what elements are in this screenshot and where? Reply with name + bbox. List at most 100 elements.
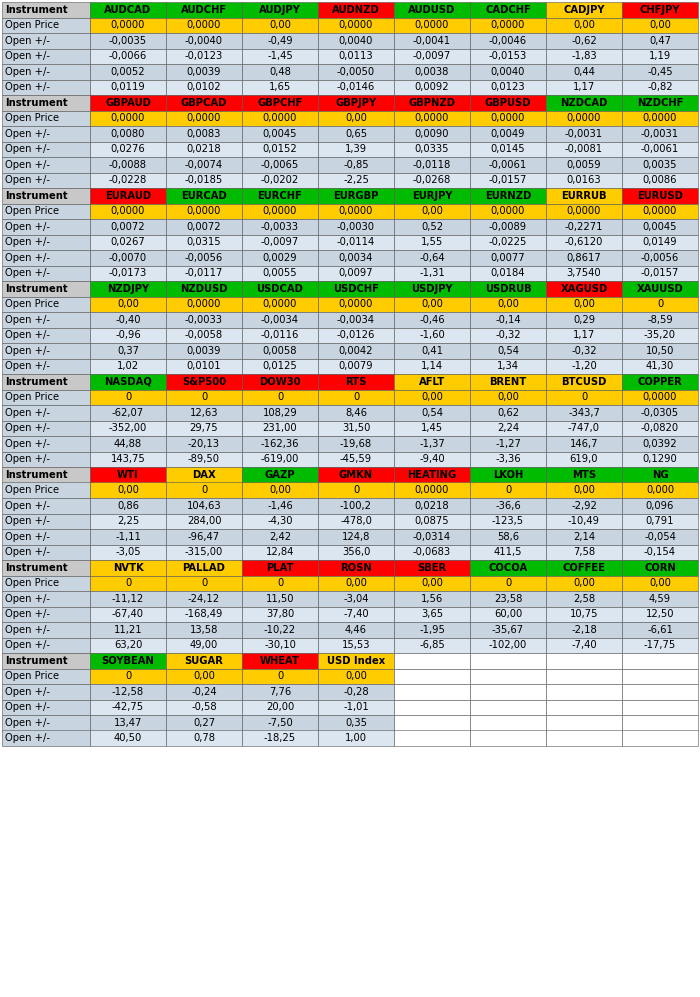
Text: -17,75: -17,75	[644, 640, 676, 650]
Text: 2,24: 2,24	[497, 424, 519, 434]
Bar	[90, 452, 166, 467]
Bar	[470, 544, 546, 560]
Bar	[90, 33, 166, 49]
Text: 29,75: 29,75	[190, 424, 218, 434]
Bar	[2, 157, 90, 172]
Text: BTCUSD: BTCUSD	[561, 377, 607, 387]
Text: 1,02: 1,02	[117, 361, 139, 371]
Bar	[470, 296, 546, 312]
Bar	[90, 142, 166, 157]
Bar	[90, 715, 166, 731]
Bar	[90, 296, 166, 312]
Bar	[470, 111, 546, 126]
Text: 49,00: 49,00	[190, 640, 218, 650]
Text: -0,28: -0,28	[343, 687, 369, 697]
Text: 0,0163: 0,0163	[567, 175, 601, 185]
Bar	[318, 669, 394, 684]
Text: -0,0035: -0,0035	[109, 36, 147, 46]
Text: -0,0046: -0,0046	[489, 36, 527, 46]
Bar	[470, 513, 546, 529]
Text: -42,75: -42,75	[112, 702, 144, 712]
Text: 0,0072: 0,0072	[187, 221, 221, 231]
Bar	[394, 421, 470, 436]
Bar	[546, 591, 622, 606]
Bar	[470, 343, 546, 359]
Bar	[470, 312, 546, 327]
Bar	[546, 126, 622, 142]
Text: SOYBEAN: SOYBEAN	[102, 656, 155, 666]
Text: 0,00: 0,00	[649, 578, 671, 588]
Text: Open Price: Open Price	[5, 20, 59, 30]
Bar	[394, 669, 470, 684]
Bar	[546, 219, 622, 234]
Bar	[622, 126, 698, 142]
Bar	[90, 2, 166, 18]
Bar	[470, 281, 546, 296]
Text: 104,63: 104,63	[187, 500, 221, 510]
Text: -0,0116: -0,0116	[261, 330, 299, 340]
Text: 7,58: 7,58	[573, 547, 595, 557]
Text: -35,20: -35,20	[644, 330, 676, 340]
Text: USD Index: USD Index	[327, 656, 385, 666]
Bar	[90, 405, 166, 421]
Bar	[318, 80, 394, 95]
Bar	[470, 126, 546, 142]
Bar	[546, 715, 622, 731]
Bar	[546, 250, 622, 265]
Text: AFLT: AFLT	[419, 377, 445, 387]
Text: -1,95: -1,95	[419, 625, 445, 635]
Text: -1,83: -1,83	[571, 51, 597, 61]
Text: 0,8617: 0,8617	[566, 253, 601, 263]
Bar	[394, 560, 470, 575]
Text: 0,27: 0,27	[193, 718, 215, 728]
Text: 0,0149: 0,0149	[643, 237, 678, 247]
Text: 0,0034: 0,0034	[339, 253, 373, 263]
Text: -0,2271: -0,2271	[565, 221, 603, 231]
Bar	[318, 312, 394, 327]
Bar	[166, 126, 242, 142]
Text: 619,0: 619,0	[570, 455, 598, 465]
Text: -0,49: -0,49	[267, 36, 293, 46]
Text: 0,0049: 0,0049	[491, 129, 525, 139]
Bar	[166, 343, 242, 359]
Bar	[622, 219, 698, 234]
Bar	[394, 405, 470, 421]
Text: 0,0000: 0,0000	[262, 114, 298, 124]
Text: -11,12: -11,12	[112, 594, 144, 604]
Text: EURCAD: EURCAD	[181, 190, 227, 200]
Bar	[394, 374, 470, 390]
Bar	[90, 64, 166, 80]
Bar	[394, 684, 470, 700]
Bar	[622, 483, 698, 498]
Bar	[242, 172, 318, 188]
Bar	[394, 327, 470, 343]
Bar	[318, 250, 394, 265]
Text: GBPJPY: GBPJPY	[335, 98, 377, 108]
Text: -2,92: -2,92	[571, 500, 597, 510]
Text: -35,67: -35,67	[492, 625, 524, 635]
Text: 0,0059: 0,0059	[567, 160, 601, 169]
Bar	[394, 359, 470, 374]
Text: 0,0045: 0,0045	[643, 221, 678, 231]
Bar	[546, 483, 622, 498]
Bar	[622, 80, 698, 95]
Text: Instrument: Instrument	[5, 562, 68, 572]
Text: 40,50: 40,50	[114, 733, 142, 743]
Bar	[242, 142, 318, 157]
Bar	[90, 234, 166, 250]
Bar	[546, 172, 622, 188]
Text: Open +/-: Open +/-	[5, 547, 50, 557]
Text: 23,58: 23,58	[494, 594, 522, 604]
Bar	[2, 327, 90, 343]
Text: 0,0000: 0,0000	[111, 206, 145, 216]
Text: -0,0061: -0,0061	[641, 145, 679, 155]
Bar	[166, 234, 242, 250]
Text: 0,0090: 0,0090	[414, 129, 449, 139]
Text: RTS: RTS	[345, 377, 367, 387]
Text: 146,7: 146,7	[570, 439, 598, 449]
Bar	[90, 95, 166, 111]
Bar	[242, 606, 318, 622]
Bar	[394, 575, 470, 591]
Bar	[546, 529, 622, 544]
Bar	[622, 157, 698, 172]
